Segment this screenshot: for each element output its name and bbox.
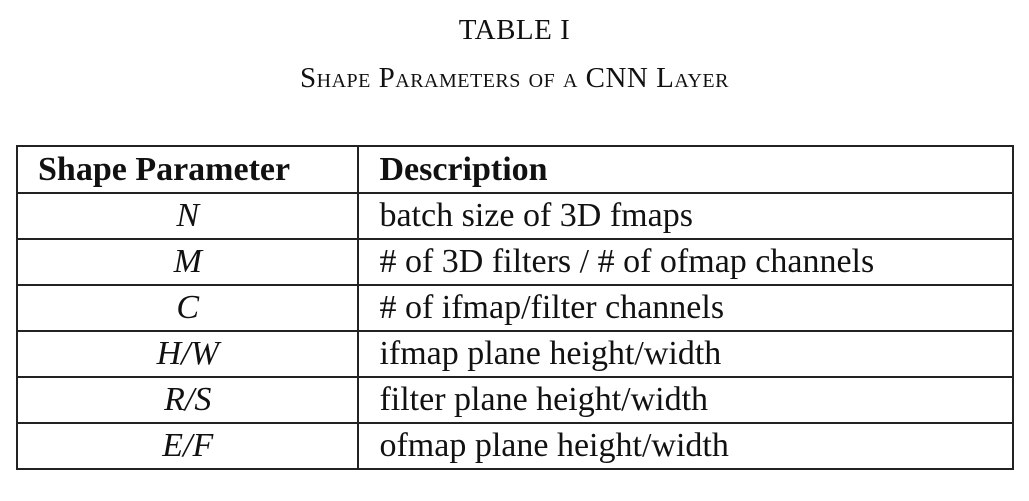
- table-number: TABLE I: [458, 14, 571, 46]
- param-description: ifmap plane height/width: [357, 330, 1014, 378]
- param-description: batch size of 3D fmaps: [357, 192, 1014, 240]
- param-symbol: C: [15, 284, 360, 332]
- table-caption: Shape Parameters of a CNN Layer: [300, 62, 729, 94]
- param-description: # of ifmap/filter channels: [357, 284, 1014, 332]
- table-row: H/W ifmap plane height/width: [15, 330, 1014, 378]
- table-row: M # of 3D filters / # of ofmap channels: [15, 238, 1014, 286]
- shape-parameters-table: Shape Parameter Description N batch size…: [15, 145, 1014, 470]
- param-symbol: R/S: [15, 376, 360, 424]
- table-header-row: Shape Parameter Description: [15, 145, 1014, 194]
- header-description: Description: [357, 145, 1014, 194]
- table-row: E/F ofmap plane height/width: [15, 422, 1014, 470]
- table-row: C # of ifmap/filter channels: [15, 284, 1014, 332]
- param-symbol: H/W: [15, 330, 360, 378]
- param-description: ofmap plane height/width: [357, 422, 1014, 470]
- param-symbol: M: [15, 238, 360, 286]
- param-description: filter plane height/width: [357, 376, 1014, 424]
- param-description: # of 3D filters / # of ofmap channels: [357, 238, 1014, 286]
- param-symbol: N: [15, 192, 360, 240]
- header-shape-parameter: Shape Parameter: [15, 145, 360, 194]
- table-row: R/S filter plane height/width: [15, 376, 1014, 424]
- table-row: N batch size of 3D fmaps: [15, 192, 1014, 240]
- param-symbol: E/F: [15, 422, 360, 470]
